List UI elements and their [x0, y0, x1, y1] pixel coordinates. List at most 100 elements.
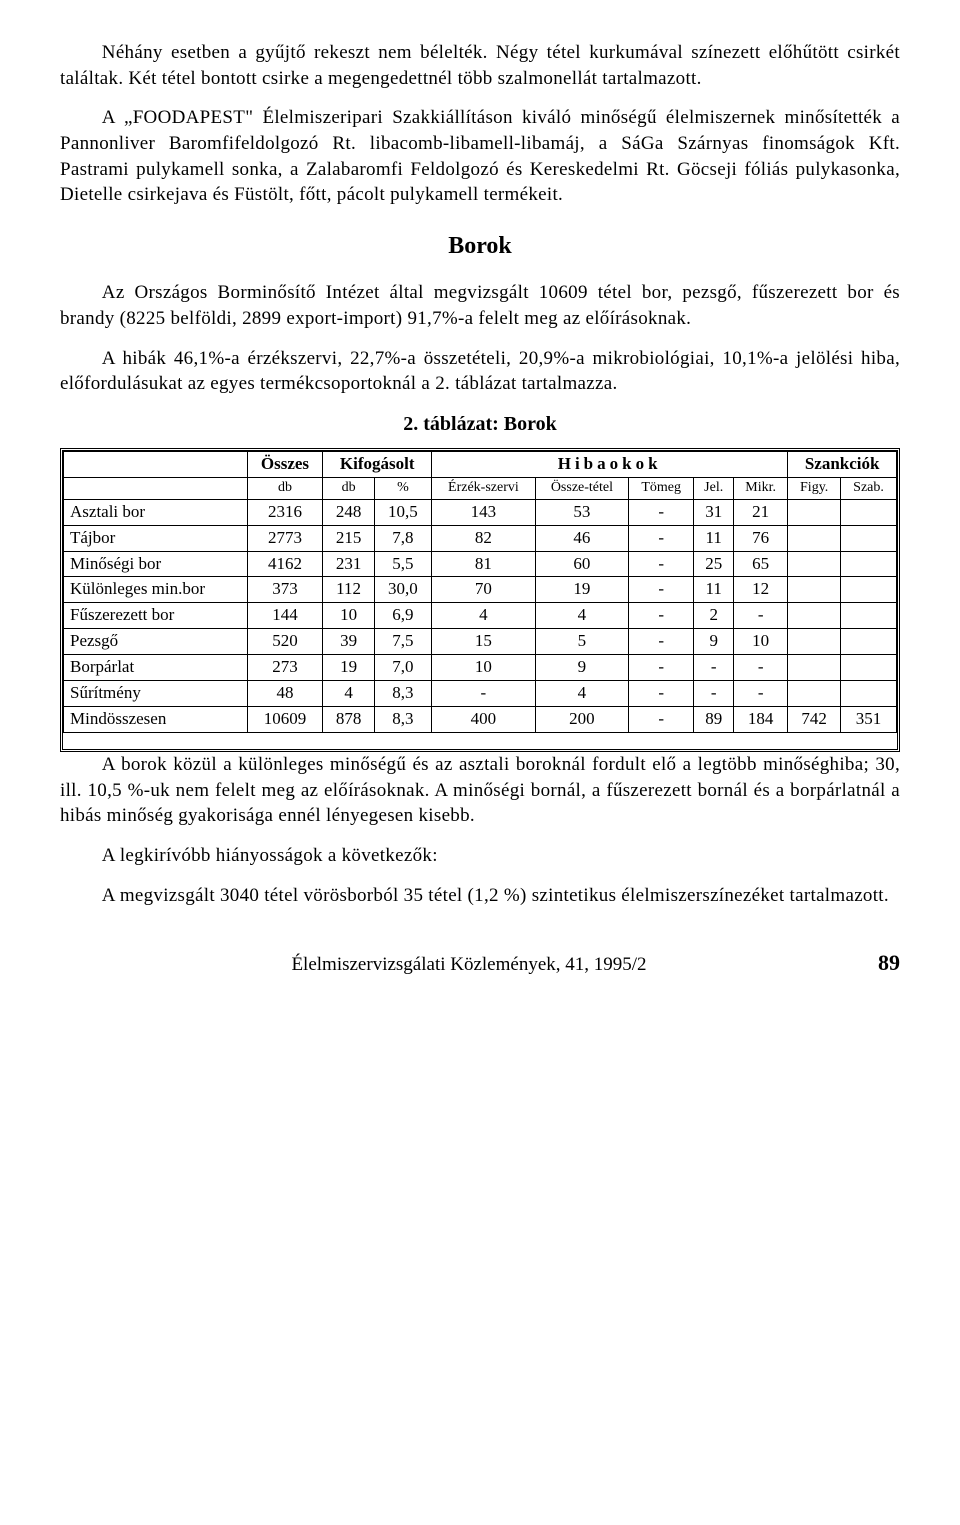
table-cell: 81 — [431, 551, 535, 577]
table-cell — [841, 655, 897, 681]
table-cell: 11 — [694, 577, 734, 603]
table-cell: 273 — [247, 655, 323, 681]
table-cell — [788, 629, 841, 655]
paragraph-4: A hibák 46,1%-a érzékszervi, 22,7%-a öss… — [60, 346, 900, 397]
table-cell — [841, 577, 897, 603]
table-cell: 231 — [323, 551, 374, 577]
table-cell: 4 — [431, 603, 535, 629]
table-cell: 7,8 — [374, 525, 431, 551]
table-cell: 10 — [323, 603, 374, 629]
table-cell: - — [734, 655, 788, 681]
table-cell: 10,5 — [374, 499, 431, 525]
table-cell: 10609 — [247, 707, 323, 733]
table-cell: 742 — [788, 707, 841, 733]
table-cell — [841, 681, 897, 707]
table-cell: 46 — [535, 525, 628, 551]
table-cell: - — [734, 603, 788, 629]
table-cell: - — [431, 681, 535, 707]
table-cell — [788, 655, 841, 681]
table-cell: 184 — [734, 707, 788, 733]
th2-szab: Szab. — [841, 477, 897, 499]
table-cell — [788, 499, 841, 525]
table-row: Asztali bor231624810,514353-3121 — [64, 499, 897, 525]
row-label: Fűszerezett bor — [64, 603, 248, 629]
paragraph-5: A borok közül a különleges minőségű és a… — [60, 752, 900, 829]
table-cell — [788, 681, 841, 707]
th2-empty — [64, 477, 248, 499]
page-footer: Élelmiszervizsgálati Közlemények, 41, 19… — [60, 948, 900, 978]
table-cell: 400 — [431, 707, 535, 733]
table-cell: 520 — [247, 629, 323, 655]
table-row: Pezsgő520397,5155-910 — [64, 629, 897, 655]
table-cell: 200 — [535, 707, 628, 733]
table-cell: - — [629, 577, 694, 603]
table-caption: 2. táblázat: Borok — [60, 411, 900, 438]
table-row: Sűrítmény4848,3-4--- — [64, 681, 897, 707]
table-cell: 9 — [535, 655, 628, 681]
table-cell — [788, 525, 841, 551]
table-row: Mindösszesen106098788,3400200-8918474235… — [64, 707, 897, 733]
table-cell: - — [629, 551, 694, 577]
table-cell: 2773 — [247, 525, 323, 551]
table-cell: - — [629, 603, 694, 629]
table-cell: 10 — [734, 629, 788, 655]
paragraph-6: A legkirívóbb hiányosságok a következők: — [60, 843, 900, 869]
table-cell: 2316 — [247, 499, 323, 525]
paragraph-2: A „FOODAPEST" Élelmiszeripari Szakkiállí… — [60, 105, 900, 208]
table-cell: 65 — [734, 551, 788, 577]
th2-db1: db — [247, 477, 323, 499]
table-cell: 351 — [841, 707, 897, 733]
table-row: Különleges min.bor37311230,07019-1112 — [64, 577, 897, 603]
th-osszes: Összes — [247, 451, 323, 477]
section-heading-borok: Borok — [60, 230, 900, 262]
table-cell: 19 — [323, 655, 374, 681]
table-cell: 878 — [323, 707, 374, 733]
table-cell: 7,0 — [374, 655, 431, 681]
th2-erzek: Érzék-szervi — [431, 477, 535, 499]
table-cell: 5,5 — [374, 551, 431, 577]
table-cell: 5 — [535, 629, 628, 655]
table-cell: - — [734, 681, 788, 707]
row-label: Tájbor — [64, 525, 248, 551]
table-cell: - — [629, 499, 694, 525]
footer-journal: Élelmiszervizsgálati Közlemények, 41, 19… — [291, 952, 646, 978]
table-cell: 21 — [734, 499, 788, 525]
th-empty — [64, 451, 248, 477]
table-cell: 76 — [734, 525, 788, 551]
table-cell: 10 — [431, 655, 535, 681]
th2-db2: db — [323, 477, 374, 499]
th2-mikr: Mikr. — [734, 477, 788, 499]
table-cell: 4162 — [247, 551, 323, 577]
row-label: Borpárlat — [64, 655, 248, 681]
th2-ossze: Össze-tétel — [535, 477, 628, 499]
row-label: Minőségi bor — [64, 551, 248, 577]
table-cell — [841, 499, 897, 525]
th2-tomeg: Tömeg — [629, 477, 694, 499]
table-cell — [788, 577, 841, 603]
table-cell — [788, 603, 841, 629]
th2-pct: % — [374, 477, 431, 499]
table-cell: - — [629, 681, 694, 707]
table-cell: 25 — [694, 551, 734, 577]
th2-figy: Figy. — [788, 477, 841, 499]
table-cell — [788, 551, 841, 577]
table-cell: 89 — [694, 707, 734, 733]
table-cell: 19 — [535, 577, 628, 603]
table-cell — [841, 525, 897, 551]
table-cell: 53 — [535, 499, 628, 525]
table-cell: 7,5 — [374, 629, 431, 655]
paragraph-3: Az Országos Borminősítő Intézet által me… — [60, 280, 900, 331]
table-cell: 8,3 — [374, 681, 431, 707]
table-wrapper: Összes Kifogásolt Hibaokok Szankciók db … — [60, 448, 900, 752]
table-cell — [841, 603, 897, 629]
table-cell: 144 — [247, 603, 323, 629]
borok-table: Összes Kifogásolt Hibaokok Szankciók db … — [63, 451, 897, 733]
table-cell: 48 — [247, 681, 323, 707]
table-cell: 4 — [535, 681, 628, 707]
table-row: Minőségi bor41622315,58160-2565 — [64, 551, 897, 577]
table-cell: 82 — [431, 525, 535, 551]
table-header-row-2: db db % Érzék-szervi Össze-tétel Tömeg J… — [64, 477, 897, 499]
row-label: Mindösszesen — [64, 707, 248, 733]
table-cell: 4 — [535, 603, 628, 629]
row-label: Sűrítmény — [64, 681, 248, 707]
